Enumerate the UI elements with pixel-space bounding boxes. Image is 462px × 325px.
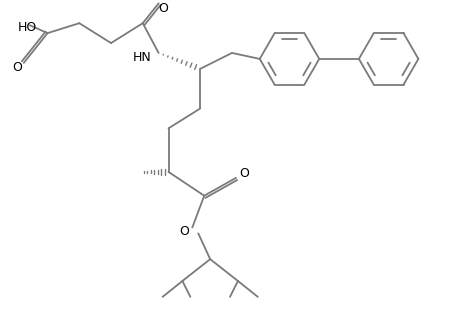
Text: HO: HO bbox=[18, 21, 37, 34]
Text: O: O bbox=[12, 61, 22, 74]
Text: O: O bbox=[158, 2, 169, 15]
Text: O: O bbox=[239, 167, 249, 180]
Text: O: O bbox=[179, 225, 189, 238]
Text: HN: HN bbox=[133, 51, 152, 64]
